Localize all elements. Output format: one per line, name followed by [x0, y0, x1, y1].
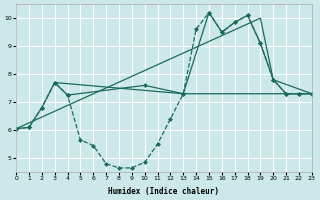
X-axis label: Humidex (Indice chaleur): Humidex (Indice chaleur)	[108, 187, 220, 196]
